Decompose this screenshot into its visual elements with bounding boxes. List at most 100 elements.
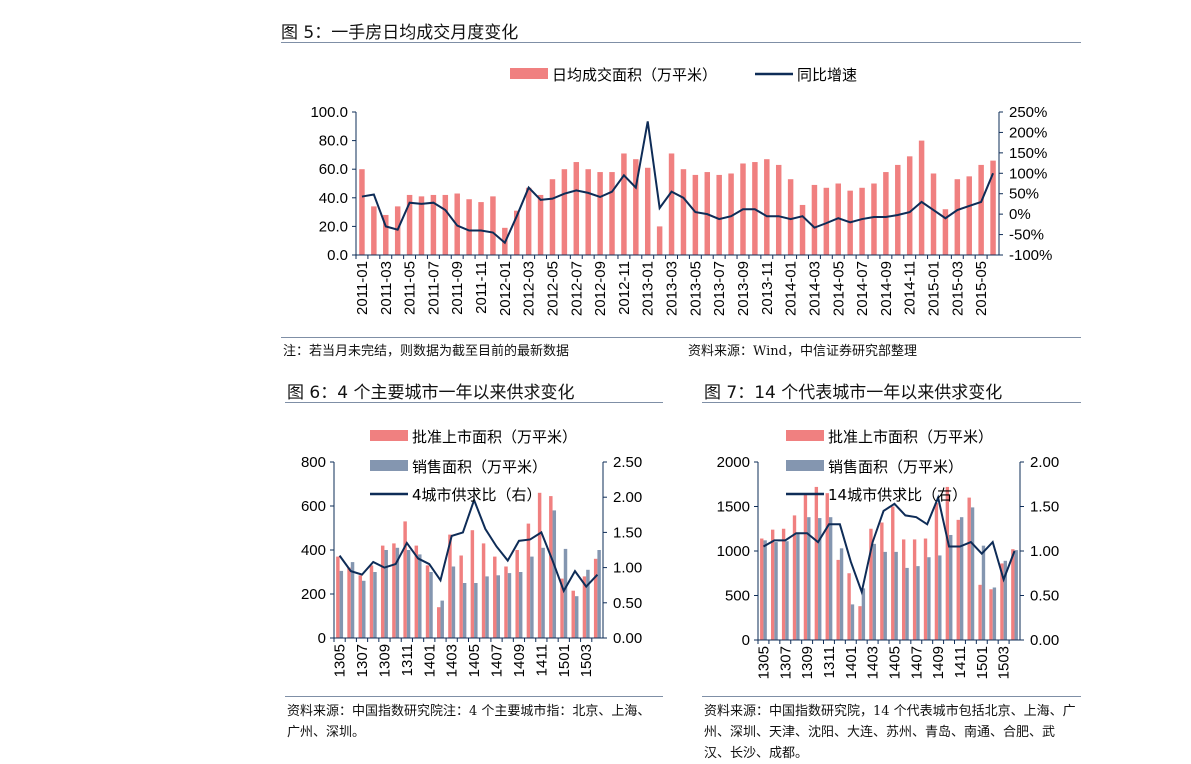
fig6-bar: [339, 570, 344, 638]
fig5-y-right-tick-label: -50%: [1009, 227, 1044, 244]
fig7-y-left-tick-label: 2000: [717, 454, 750, 471]
fig7-legend-label: 销售面积（万平米）: [828, 458, 963, 476]
fig5-bar: [633, 159, 639, 255]
fig5-y-right-tick-label: 150%: [1009, 145, 1047, 162]
fig5-bar: [478, 202, 484, 255]
fig5-bar: [811, 184, 818, 255]
fig5-bar: [728, 173, 734, 255]
fig5-x-tick-label: 2014-07: [854, 261, 871, 316]
fig7-bar: [872, 543, 877, 640]
fig6-title-rule: [285, 402, 663, 403]
fig6-bar: [560, 578, 564, 638]
fig6-title: 图 6：4 个主要城市一年以来供求变化: [287, 383, 575, 403]
fig7-y-left-tick-label: 1500: [717, 499, 750, 516]
fig6-bar: [358, 575, 363, 638]
fig7-x-tick-label: 1403: [865, 646, 882, 679]
fig6-bar: [552, 510, 557, 638]
fig6-bar: [459, 555, 463, 638]
fig5-bar: [490, 196, 496, 255]
fig6-bar: [440, 600, 444, 638]
fig6-x-tick-label: 1305: [332, 644, 349, 677]
fig7-y-left-tick-label: 0: [742, 632, 750, 649]
fig5-x-tick-label: 2012-05: [545, 261, 562, 316]
fig5-y-right-tick-label: -100%: [1009, 247, 1052, 264]
fig5-y-right-tick-label: 200%: [1009, 124, 1047, 141]
fig5-bar: [549, 179, 556, 255]
fig5-x-tick-label: 2014-11: [902, 261, 919, 315]
fig6-legend-swatch: [370, 460, 408, 471]
fig7-bar: [905, 567, 909, 640]
fig7-bar: [967, 497, 971, 640]
fig7-x-tick-label: 1407: [908, 646, 925, 679]
fig5-bar: [525, 187, 532, 255]
fig7-bar: [807, 517, 811, 640]
fig7-bar: [839, 548, 844, 640]
fig5-bar: [930, 173, 937, 255]
fig5-y-left-tick-label: 100.0: [310, 104, 348, 121]
fig5-x-tick-label: 2011-07: [425, 261, 442, 315]
fig5-x-tick-label: 2011-05: [402, 261, 419, 315]
fig6-x-tick-label: 1307: [354, 644, 371, 677]
fig6-y-right-tick-label: 2.50: [613, 454, 642, 471]
fig6-bar: [485, 576, 489, 638]
fig6-bar: [425, 565, 430, 638]
fig5-x-tick-label: 2013-03: [664, 261, 681, 316]
fig5-x-tick-label: 2013-07: [711, 261, 728, 316]
fig6-bar: [336, 556, 340, 638]
fig7-legend-label: 14城市供求比（右）: [828, 486, 967, 504]
fig6-y-left-tick-label: 0: [318, 630, 326, 647]
fig6-note: 资料来源：中国指数研究院注：4 个主要城市指：北京、上海、广州、深圳。: [287, 704, 651, 740]
fig5-x-tick-label: 2012-11: [616, 261, 633, 315]
fig5-x-tick-label: 2011-03: [378, 261, 395, 315]
fig6-legend-label: 批准上市面积（万平米）: [412, 428, 577, 446]
fig5-bar: [644, 167, 651, 255]
fig6-bar: [392, 543, 396, 638]
fig5-x-tick-label: 2014-05: [830, 261, 847, 316]
fig5-x-tick-label: 2013-01: [640, 261, 657, 316]
fig7-x-tick-label: 1307: [777, 646, 794, 679]
fig6-bar: [481, 543, 486, 638]
fig7-bar: [828, 517, 833, 640]
fig7-bar: [861, 588, 866, 640]
fig5-x-tick-label: 2012-03: [521, 261, 538, 316]
fig7-bar: [901, 539, 906, 640]
fig6-bar: [462, 583, 467, 638]
fig5-bar: [406, 194, 413, 255]
fig7-title: 图 7：14 个代表城市一年以来供求变化: [704, 383, 1003, 403]
fig5-bar: [871, 183, 877, 255]
fig7-bar: [818, 518, 822, 640]
fig5-bar: [418, 196, 425, 255]
fig6-bar: [406, 550, 411, 638]
fig7-bar: [858, 606, 862, 640]
fig7-bar: [956, 519, 960, 640]
fig6-bar: [437, 607, 441, 638]
fig5-y-left-tick-label: 20.0: [319, 218, 348, 235]
fig7-bar: [883, 551, 887, 640]
fig5-bar: [609, 172, 615, 255]
fig6-bar: [515, 550, 519, 638]
fig6-bar: [429, 572, 433, 638]
fig7-bar: [785, 541, 789, 640]
fig6-x-tick-label: 1403: [444, 644, 461, 677]
fig5-bar: [561, 169, 568, 255]
fig7-bar: [803, 494, 808, 640]
fig7-bar: [869, 528, 873, 640]
fig6-bar: [384, 550, 388, 638]
fig7-bar: [894, 551, 898, 640]
fig7-bar: [912, 539, 917, 640]
fig6-x-tick-label: 1503: [578, 644, 595, 677]
fig5-bar: [716, 174, 722, 255]
fig6-y-left-tick-label: 800: [301, 454, 326, 471]
fig6-x-tick-label: 1311: [399, 644, 416, 676]
fig6-y-left-tick-label: 600: [301, 498, 326, 515]
fig5-bar: [514, 210, 520, 255]
fig6-bar: [563, 548, 568, 638]
fig5-note-right: 资料来源：Wind，中信证券研究部整理: [688, 344, 917, 359]
fig5-legend-swatch: [510, 68, 548, 79]
fig5-legend-label: 日均成交面积（万平米）: [552, 66, 717, 84]
fig7-bottom-rule: [702, 696, 1081, 697]
fig5-x-tick-label: 2015-05: [973, 261, 990, 316]
fig7-x-tick-label: 1309: [799, 646, 816, 679]
fig7-x-tick-label: 1411: [952, 646, 969, 678]
fig5-x-tick-label: 2015-03: [949, 261, 966, 316]
